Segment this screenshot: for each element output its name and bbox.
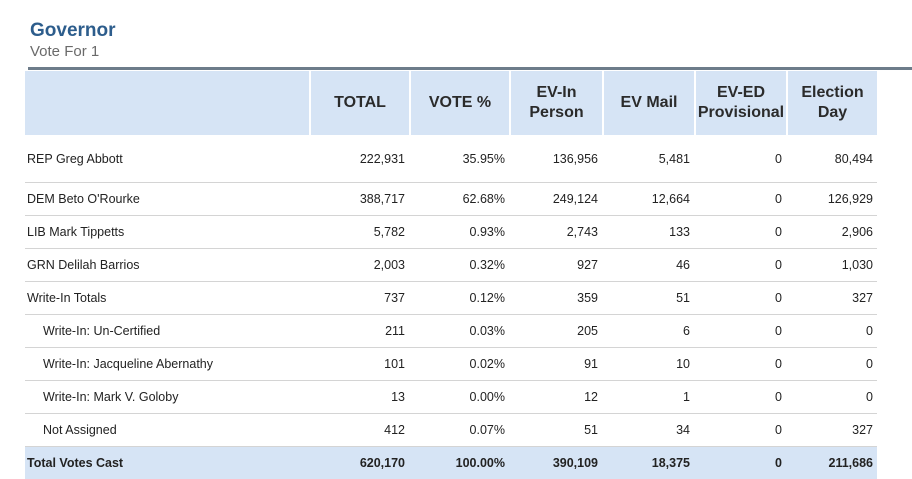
election-day-cell: 0 [786, 348, 877, 381]
vote-pct-cell: 100.00% [409, 447, 509, 479]
vote-pct-cell: 0.12% [409, 282, 509, 315]
ev-ed-provisional-cell: 0 [694, 135, 786, 183]
vote-pct-cell: 62.68% [409, 183, 509, 216]
header-election-day-line1: Election [801, 84, 864, 101]
race-subtitle: Vote For 1 [30, 43, 100, 60]
header-total: TOTAL [309, 71, 409, 135]
total-cell: 737 [309, 282, 409, 315]
candidate-name: REP Greg Abbott [25, 135, 309, 183]
total-cell: 222,931 [309, 135, 409, 183]
candidate-name: Write-In: Un-Certified [25, 315, 309, 348]
header-ev-ed-provisional-line1: EV-ED [716, 84, 765, 101]
election-day-cell: 0 [786, 315, 877, 348]
ev-ed-provisional-cell: 0 [694, 447, 786, 479]
ev-in-person-cell: 359 [509, 282, 602, 315]
header-election-day: Election Day [786, 71, 877, 135]
total-cell: 5,782 [309, 216, 409, 249]
ev-in-person-cell: 51 [509, 414, 602, 447]
election-day-cell: 80,494 [786, 135, 877, 183]
ev-ed-provisional-cell: 0 [694, 216, 786, 249]
header-ev-in-person-line2: Person [529, 104, 584, 121]
ev-ed-provisional-cell: 0 [694, 282, 786, 315]
table-row: GRN Delilah Barrios 2,003 0.32% 927 46 0… [25, 249, 877, 282]
header-vote-pct: VOTE % [409, 71, 509, 135]
total-cell: 211 [309, 315, 409, 348]
election-day-cell: 211,686 [786, 447, 877, 479]
election-day-cell: 1,030 [786, 249, 877, 282]
total-cell: 388,717 [309, 183, 409, 216]
ev-mail-cell: 18,375 [602, 447, 694, 479]
ev-in-person-cell: 205 [509, 315, 602, 348]
total-cell: 412 [309, 414, 409, 447]
header-candidate [25, 71, 309, 135]
election-day-cell: 126,929 [786, 183, 877, 216]
candidate-name: Write-In: Mark V. Goloby [25, 381, 309, 414]
header-ev-ed-provisional: EV-ED Provisional [694, 71, 786, 135]
ev-ed-provisional-cell: 0 [694, 414, 786, 447]
ev-ed-provisional-cell: 0 [694, 315, 786, 348]
vote-pct-cell: 35.95% [409, 135, 509, 183]
ev-ed-provisional-cell: 0 [694, 183, 786, 216]
table-row: LIB Mark Tippetts 5,782 0.93% 2,743 133 … [25, 216, 877, 249]
total-cell: 13 [309, 381, 409, 414]
election-day-cell: 327 [786, 414, 877, 447]
candidate-name: DEM Beto O'Rourke [25, 183, 309, 216]
ev-mail-cell: 133 [602, 216, 694, 249]
ev-in-person-cell: 249,124 [509, 183, 602, 216]
ev-mail-cell: 46 [602, 249, 694, 282]
table-row: DEM Beto O'Rourke 388,717 62.68% 249,124… [25, 183, 877, 216]
vote-pct-cell: 0.07% [409, 414, 509, 447]
totals-row: Total Votes Cast 620,170 100.00% 390,109… [25, 447, 877, 479]
candidate-name: Not Assigned [25, 414, 309, 447]
vote-pct-cell: 0.93% [409, 216, 509, 249]
header-ev-in-person: EV-In Person [509, 71, 602, 135]
ev-ed-provisional-cell: 0 [694, 381, 786, 414]
candidate-name: GRN Delilah Barrios [25, 249, 309, 282]
table-row: Write-In Totals 737 0.12% 359 51 0 327 [25, 282, 877, 315]
ev-mail-cell: 51 [602, 282, 694, 315]
table-row: Write-In: Un-Certified 211 0.03% 205 6 0… [25, 315, 877, 348]
vote-pct-cell: 0.02% [409, 348, 509, 381]
election-day-cell: 327 [786, 282, 877, 315]
table-row: Write-In: Mark V. Goloby 13 0.00% 12 1 0… [25, 381, 877, 414]
ev-mail-cell: 34 [602, 414, 694, 447]
ev-in-person-cell: 2,743 [509, 216, 602, 249]
header-ev-in-person-line1: EV-In [536, 84, 577, 101]
vote-pct-cell: 0.03% [409, 315, 509, 348]
election-day-cell: 0 [786, 381, 877, 414]
ev-in-person-cell: 927 [509, 249, 602, 282]
ev-mail-cell: 12,664 [602, 183, 694, 216]
totals-label: Total Votes Cast [25, 447, 309, 479]
ev-in-person-cell: 12 [509, 381, 602, 414]
header-ev-mail: EV Mail [602, 71, 694, 135]
ev-mail-cell: 6 [602, 315, 694, 348]
race-title: Governor [30, 20, 116, 41]
title-divider [28, 67, 912, 70]
candidate-name: Write-In: Jacqueline Abernathy [25, 348, 309, 381]
ev-ed-provisional-cell: 0 [694, 249, 786, 282]
election-day-cell: 2,906 [786, 216, 877, 249]
vote-pct-cell: 0.32% [409, 249, 509, 282]
ev-mail-cell: 1 [602, 381, 694, 414]
results-table: TOTAL VOTE % EV-In Person EV Mail EV-ED Pr… [25, 71, 877, 479]
total-cell: 620,170 [309, 447, 409, 479]
total-cell: 2,003 [309, 249, 409, 282]
header-ev-ed-provisional-line2: Provisional [697, 104, 785, 121]
ev-mail-cell: 5,481 [602, 135, 694, 183]
ev-in-person-cell: 91 [509, 348, 602, 381]
table-row: Write-In: Jacqueline Abernathy 101 0.02%… [25, 348, 877, 381]
header-row: TOTAL VOTE % EV-In Person EV Mail EV-ED Pr… [25, 71, 877, 135]
header-election-day-line2: Day [817, 104, 848, 121]
ev-mail-cell: 10 [602, 348, 694, 381]
ev-in-person-cell: 390,109 [509, 447, 602, 479]
candidate-name: LIB Mark Tippetts [25, 216, 309, 249]
total-cell: 101 [309, 348, 409, 381]
table-row: Not Assigned 412 0.07% 51 34 0 327 [25, 414, 877, 447]
table-row: REP Greg Abbott 222,931 35.95% 136,956 5… [25, 135, 877, 183]
candidate-name: Write-In Totals [25, 282, 309, 315]
vote-pct-cell: 0.00% [409, 381, 509, 414]
ev-ed-provisional-cell: 0 [694, 348, 786, 381]
ev-in-person-cell: 136,956 [509, 135, 602, 183]
